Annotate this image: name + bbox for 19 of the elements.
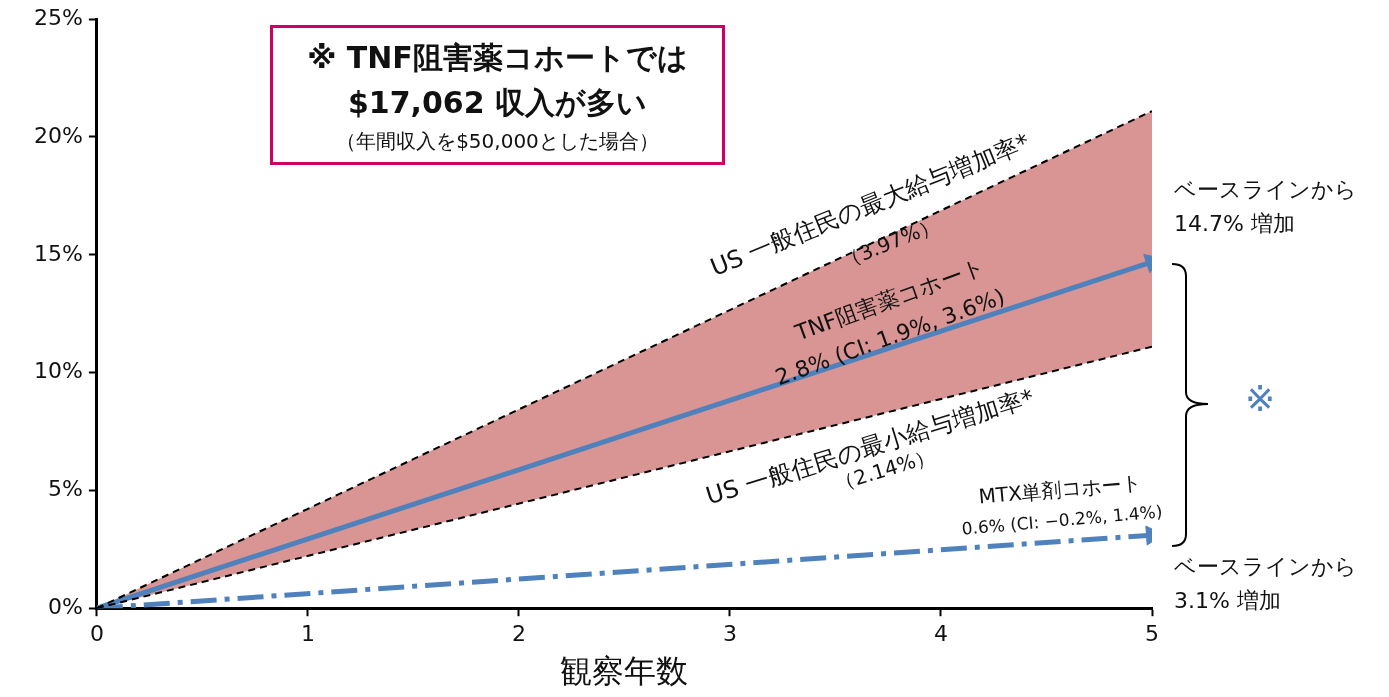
annotation: （年間収入を$50,000とした場合） — [336, 129, 659, 153]
y-tick-label: 5% — [47, 476, 83, 502]
annotation: $17,062 収入が多い — [346, 84, 649, 122]
y-tick-label: 0% — [47, 593, 83, 619]
y-tick-label: 10% — [33, 358, 83, 384]
y-tick-label: 20% — [33, 122, 83, 148]
x-tick-label: 4 — [933, 621, 948, 647]
x-tick-label: 5 — [1145, 621, 1159, 647]
x-axis-title: 観察年数 — [560, 652, 689, 691]
x-tick-label: 3 — [722, 621, 737, 647]
annotation: ベースラインから 3.1% 増加 — [1174, 553, 1357, 613]
annotation: ベースラインから 14.7% 増加 — [1174, 176, 1357, 236]
x-tick-label: 1 — [300, 621, 315, 647]
y-tick-label: 25% — [33, 4, 83, 30]
annotation: ※ TNF阻害薬コホートでは — [306, 39, 689, 77]
y-tick-label: 15% — [33, 240, 83, 266]
x-tick-label: 2 — [511, 621, 526, 647]
text: ※ — [1245, 378, 1276, 419]
x-tick-label: 0 — [89, 621, 104, 647]
